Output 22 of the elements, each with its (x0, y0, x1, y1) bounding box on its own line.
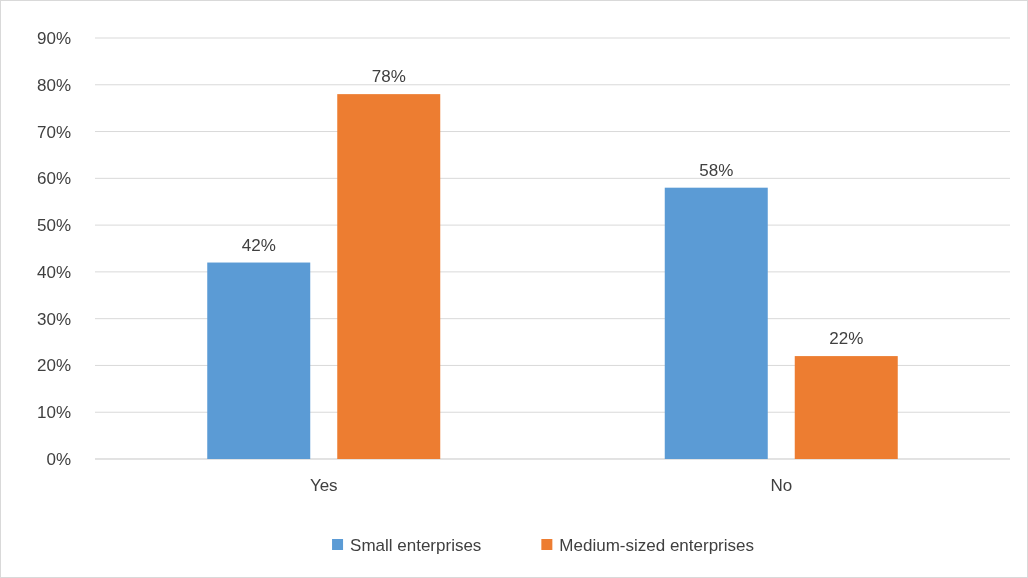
data-label: 58% (699, 160, 734, 180)
legend-label: Small enterprises (350, 535, 482, 555)
y-tick-label: 50% (36, 216, 71, 236)
y-tick-label: 60% (36, 169, 71, 189)
y-tick-label: 90% (36, 28, 71, 48)
x-tick-label: Yes (309, 476, 338, 495)
bar (337, 94, 441, 459)
y-tick-label: 10% (36, 403, 71, 423)
bar (664, 187, 768, 459)
y-tick-label: 40% (36, 262, 71, 282)
bar (794, 356, 898, 459)
legend-label: Medium-sized enterprises (559, 535, 754, 555)
data-label: 22% (829, 329, 864, 349)
y-tick-label: 20% (36, 356, 71, 376)
data-label: 42% (241, 235, 276, 255)
x-tick-label: No (770, 476, 793, 495)
y-tick-label: 0% (46, 449, 71, 469)
data-label: 78% (371, 67, 406, 87)
bar (207, 262, 311, 459)
y-tick-label: 80% (36, 75, 71, 95)
y-tick-label: 30% (36, 309, 71, 329)
y-tick-label: 70% (36, 122, 71, 142)
